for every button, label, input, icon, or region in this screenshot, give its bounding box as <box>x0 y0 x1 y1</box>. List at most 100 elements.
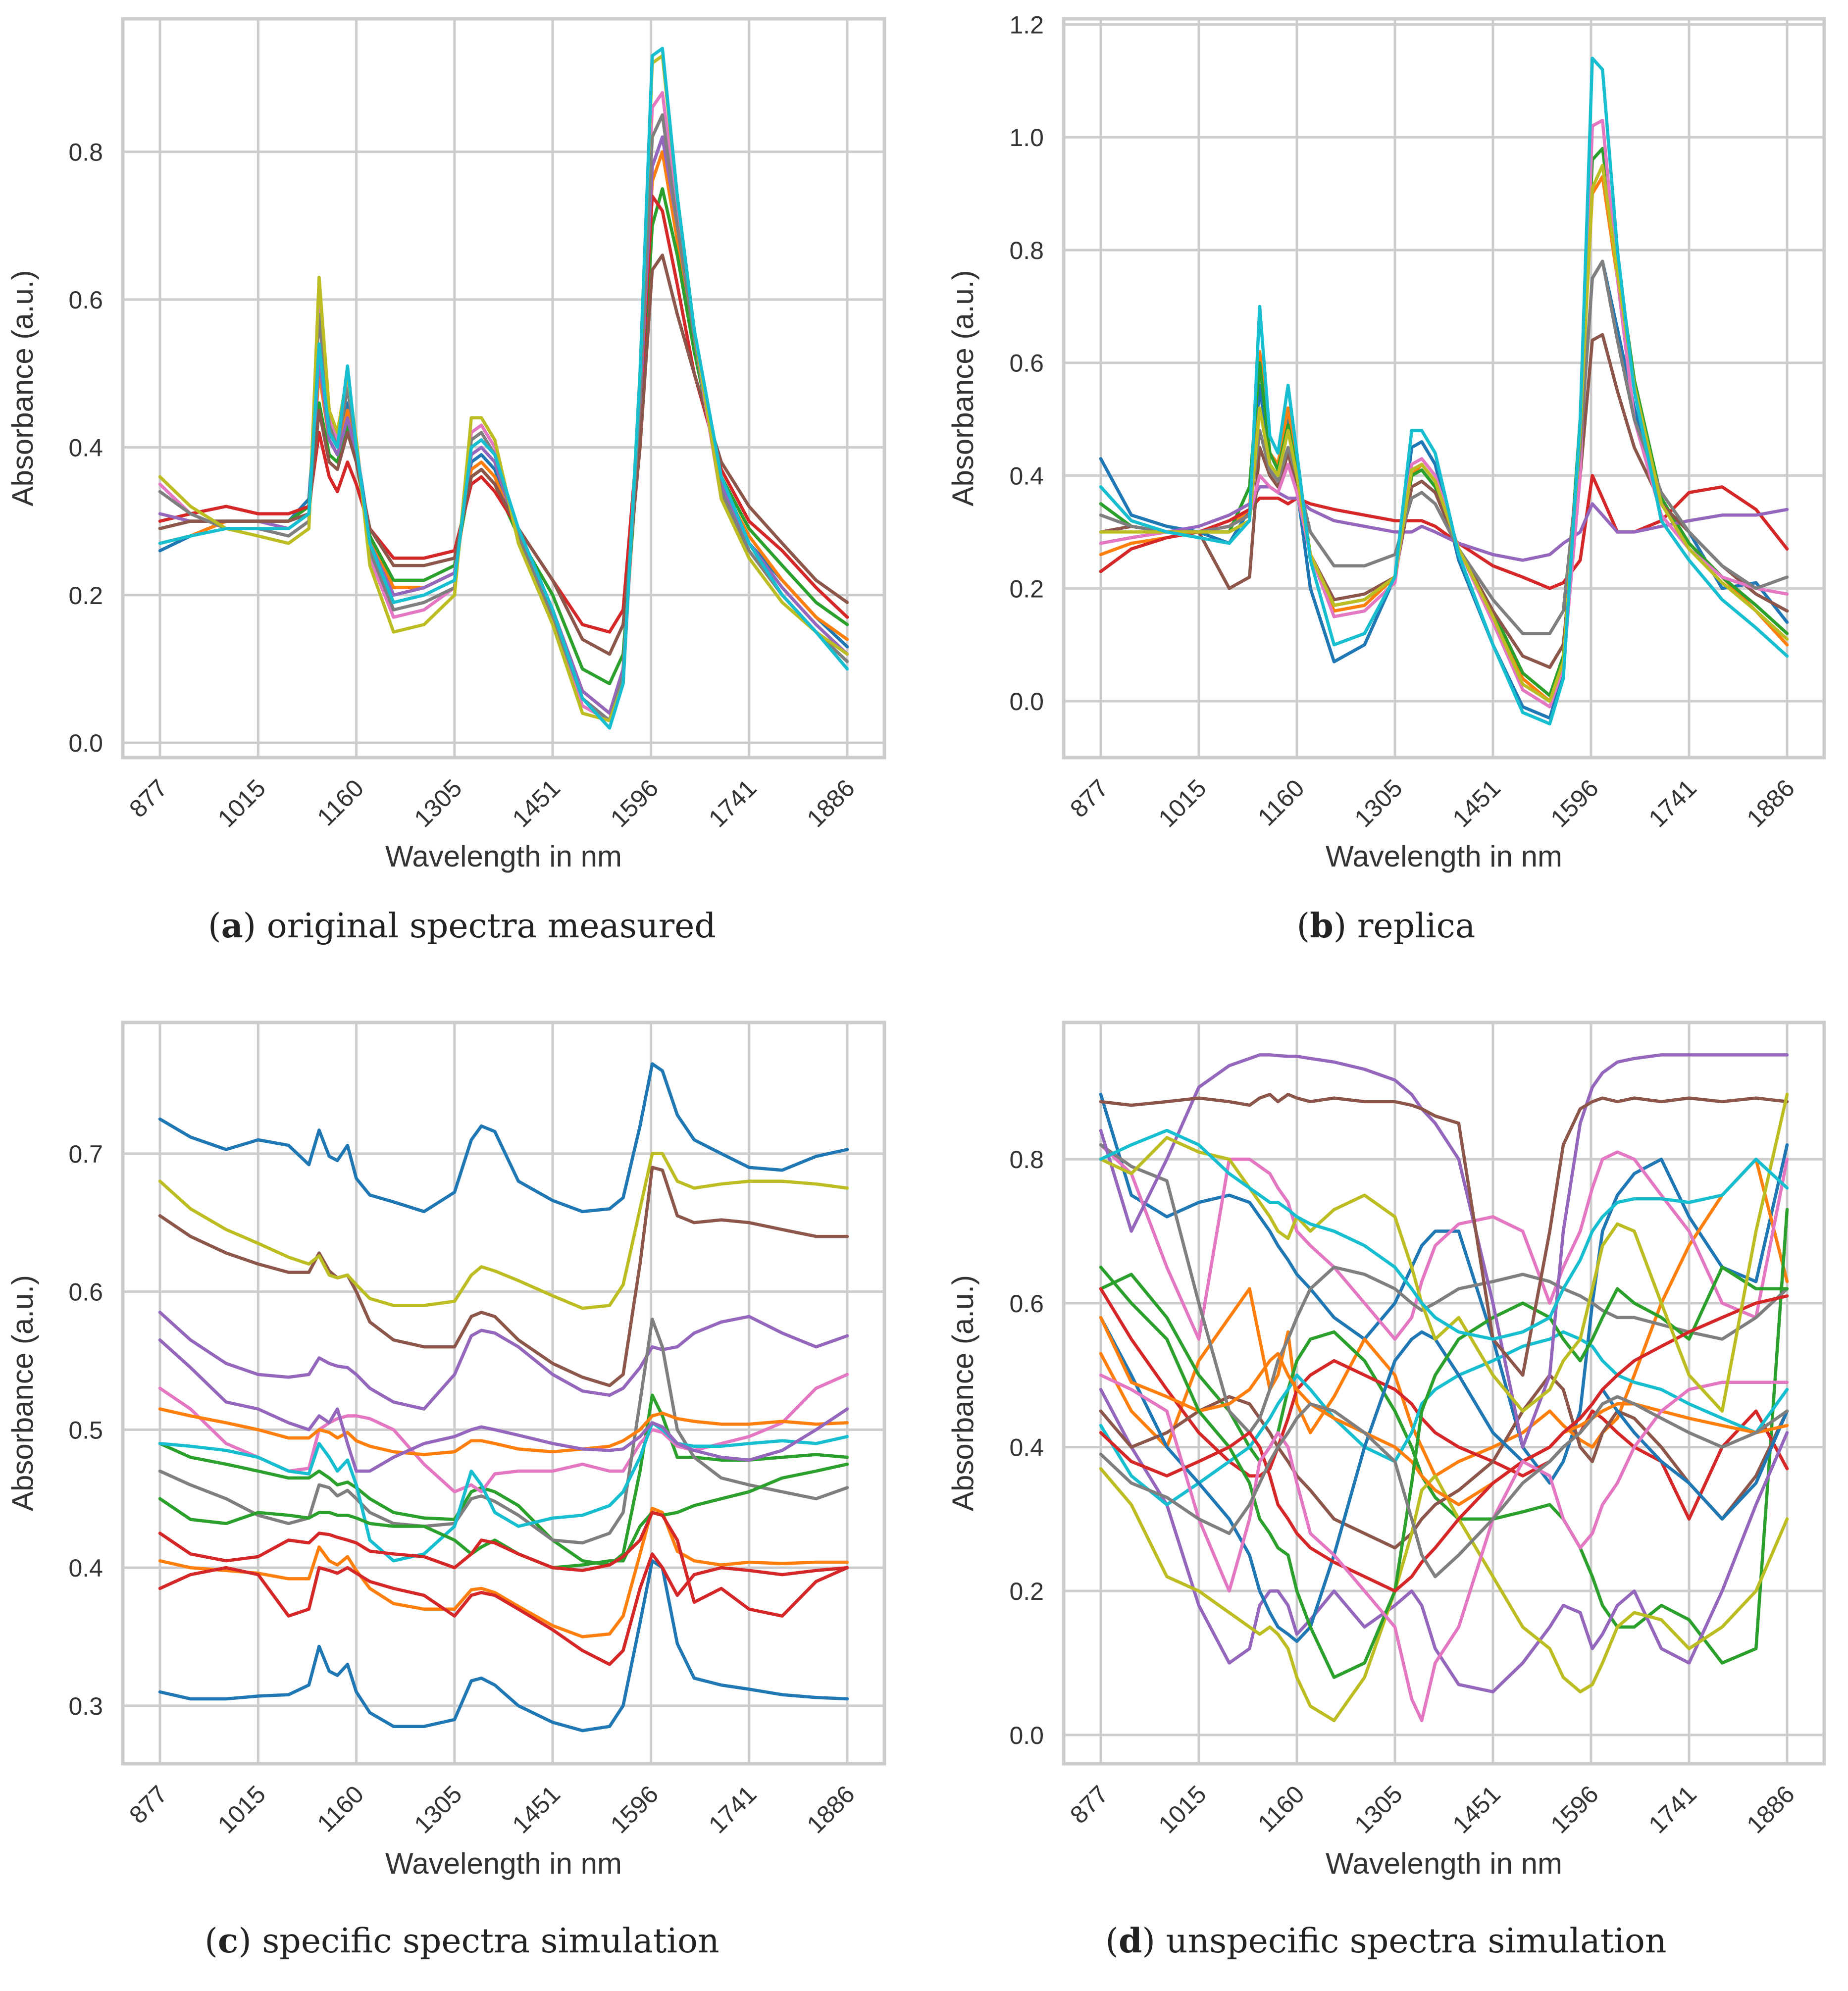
x-tick-label: 877 <box>1065 774 1114 823</box>
x-axis-label: Wavelength in nm <box>1326 1847 1562 1880</box>
caption-a-text: original spectra measured <box>266 907 716 946</box>
caption-b-letter: b <box>1310 906 1334 946</box>
y-tick-label: 0.8 <box>1009 1146 1044 1174</box>
caption-b: (b) replica <box>1296 906 1476 946</box>
plot-frame <box>1062 17 1826 760</box>
x-tick-label: 1305 <box>1349 774 1408 832</box>
x-tick-label: 1886 <box>1742 1780 1800 1838</box>
x-tick-label: 1451 <box>507 1780 565 1838</box>
y-tick-label: 0.8 <box>1009 237 1044 264</box>
series-group <box>158 1062 849 1733</box>
y-tick-label: 0.6 <box>68 1278 103 1306</box>
y-tick-label: 0.0 <box>1009 1722 1044 1749</box>
series-line-u6 <box>1099 1316 1789 1643</box>
x-tick-label: 1015 <box>212 1780 271 1838</box>
x-tick-label: 1596 <box>1545 774 1604 832</box>
y-axis-label: Absorbance (a.u.) <box>946 270 979 507</box>
series-line-c9 <box>158 1462 849 1570</box>
y-tick-label: 0.5 <box>68 1416 103 1444</box>
series-line-s6 <box>1099 333 1789 669</box>
chart-panel-a: 0.0 0.2 0.4 0.6 0.8 877 1015 1160 1305 1451 1596 17… <box>6 17 886 873</box>
y-tick-label: 0.4 <box>1009 1434 1044 1462</box>
y-tick-label: 0.4 <box>1009 462 1044 490</box>
x-tick-label: 877 <box>124 774 173 823</box>
chart-panel-d: 0.0 0.2 0.4 0.6 0.8 877 1015 1160 1305 1451 1596 17… <box>946 1021 1826 1880</box>
caption-b-text: replica <box>1357 907 1476 946</box>
x-tick-label: 1741 <box>703 774 762 832</box>
series-line-u5b <box>1099 1330 1789 1507</box>
series-line-u1 <box>1099 1093 1789 1485</box>
chart-panel-c: 0.3 0.4 0.5 0.6 0.7 877 1015 1160 1305 1451 1596 17… <box>6 1021 886 1880</box>
y-tick-label: 0.2 <box>1009 575 1044 603</box>
series-line-c1b <box>158 1507 849 1638</box>
series-line-u5 <box>1099 1467 1789 1723</box>
plot-frame <box>121 1021 886 1766</box>
y-tick-label: 1.0 <box>1009 124 1044 152</box>
y-tick-label: 0.2 <box>68 582 103 610</box>
series-line-u6b <box>1099 1316 1789 1507</box>
x-axis-label: Wavelength in nm <box>385 1847 622 1880</box>
x-axis-label: Wavelength in nm <box>1326 840 1562 873</box>
y-tick-label: 0.3 <box>68 1692 103 1720</box>
x-tick-label: 877 <box>124 1780 173 1829</box>
y-tick-label: 0.2 <box>1009 1578 1044 1605</box>
y-axis-label: Absorbance (a.u.) <box>946 1275 979 1511</box>
y-tick-label: 0.6 <box>68 286 103 314</box>
caption-d: (d) unspecific spectra simulation <box>1105 1921 1667 1961</box>
x-tick-label: 1741 <box>1643 774 1702 832</box>
y-tick-label: 0.6 <box>1009 1290 1044 1318</box>
x-tick-label: 1886 <box>802 774 860 832</box>
plot-area <box>123 1022 884 1764</box>
x-tick-label: 1305 <box>1349 1780 1408 1838</box>
series-line-c1 <box>158 1559 849 1733</box>
series-line-u9b <box>1099 1395 1789 1579</box>
caption-d-letter: d <box>1118 1921 1142 1961</box>
plot-area <box>1064 19 1824 758</box>
series-line-c10 <box>158 1338 849 1473</box>
series-group <box>1099 1053 1789 1723</box>
y-tick-label: 0.8 <box>68 139 103 166</box>
plot-frame <box>1062 1021 1826 1766</box>
x-tick-label: 1015 <box>1153 774 1212 832</box>
caption-c: (c) specific spectra simulation <box>205 1921 719 1961</box>
series-line-u3b <box>1099 1373 1789 1550</box>
caption-d-text: unspecific spectra simulation <box>1166 1922 1667 1961</box>
x-tick-label: 1305 <box>409 774 467 832</box>
x-tick-label: 1015 <box>1153 1780 1212 1838</box>
series-line-c6 <box>158 1152 849 1310</box>
series-group <box>158 47 849 730</box>
y-axis-label: Absorbance (a.u.) <box>6 1275 39 1511</box>
x-tick-label: 877 <box>1065 1780 1114 1829</box>
x-tick-label: 1451 <box>1447 774 1506 832</box>
series-line-c6b <box>158 1421 849 1563</box>
series-line-u1b <box>1099 1157 1789 1478</box>
series-line-s10 <box>1099 56 1789 725</box>
x-tick-label: 1451 <box>507 774 565 832</box>
series-line-u4 <box>1099 1143 1789 1341</box>
x-tick-label: 1305 <box>409 1780 467 1838</box>
series-line-c8 <box>158 1407 849 1456</box>
y-tick-label: 1.2 <box>1009 11 1044 39</box>
series-group <box>1099 56 1789 725</box>
x-tick-label: 1741 <box>1643 1780 1702 1838</box>
series-line-s7 <box>1099 118 1789 709</box>
caption-c-letter: c <box>217 1921 239 1961</box>
x-axis-label: Wavelength in nm <box>385 840 622 873</box>
x-tick-label: 1596 <box>1545 1780 1604 1838</box>
x-tick-label: 1741 <box>703 1780 762 1838</box>
x-tick-label: 1886 <box>1742 774 1800 832</box>
x-tick-label: 1886 <box>802 1780 860 1838</box>
x-tick-label: 1160 <box>312 1780 369 1838</box>
y-tick-label: 0.0 <box>68 729 103 757</box>
series-line-u8b <box>1099 1093 1789 1377</box>
series-line-c3b <box>158 1311 849 1411</box>
series-line-u10b <box>1099 1128 1789 1341</box>
series-line-u3 <box>1099 1387 1789 1693</box>
plot-area <box>123 19 884 758</box>
caption-a: (a) original spectra measured <box>208 906 716 946</box>
caption-c-text: specific spectra simulation <box>262 1922 719 1961</box>
series-line-c4 <box>158 1166 849 1387</box>
y-tick-label: 0.0 <box>1009 688 1044 715</box>
x-tick-label: 1160 <box>1252 1780 1310 1838</box>
series-line-s10 <box>158 47 849 730</box>
